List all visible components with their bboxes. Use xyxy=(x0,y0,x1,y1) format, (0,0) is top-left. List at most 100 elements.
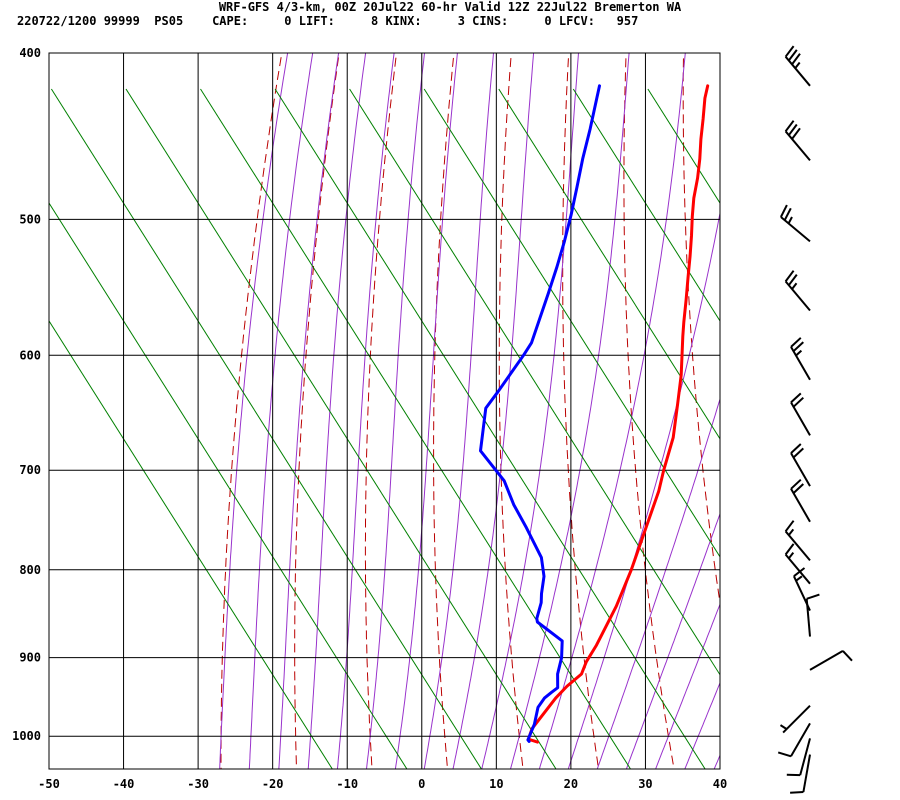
moist-adiabat xyxy=(596,397,720,769)
wind-barb xyxy=(780,204,811,243)
dewpoint-line xyxy=(479,84,601,743)
barb-shaft xyxy=(784,553,811,585)
moist-adiabat xyxy=(481,53,580,769)
moist-adiabat xyxy=(713,754,720,769)
x-tick-label: -40 xyxy=(113,777,135,791)
barb-half-feather xyxy=(787,216,793,224)
barb-shaft xyxy=(790,346,811,381)
moist-adiabat xyxy=(423,53,495,769)
dry-adiabat xyxy=(741,0,829,783)
barb-feather xyxy=(790,478,802,490)
barb-feather xyxy=(842,650,853,662)
barb-half-feather xyxy=(779,724,788,730)
mixing-ratio-line xyxy=(349,88,720,676)
barb-feather xyxy=(790,392,802,404)
wind-barb xyxy=(779,704,811,734)
dry-adiabat xyxy=(294,53,340,769)
moist-adiabat xyxy=(394,53,458,769)
mixing-ratio-line xyxy=(49,320,333,769)
x-tick-label: 40 xyxy=(713,777,727,791)
wind-barb xyxy=(784,120,811,162)
barb-feather xyxy=(784,543,795,556)
moist-adiabat xyxy=(625,512,720,769)
pressure-tick-label: 400 xyxy=(19,46,41,60)
pressure-tick-label: 1000 xyxy=(12,729,41,743)
barb-feather xyxy=(784,520,795,532)
moist-adiabat xyxy=(248,53,314,769)
dry-adiabat xyxy=(364,53,398,769)
grid-lines xyxy=(48,52,721,770)
wind-barb xyxy=(784,543,811,585)
profile-lines xyxy=(479,84,710,744)
moist-adiabat xyxy=(684,681,720,769)
barb-feather xyxy=(788,273,798,286)
barb-half-feather xyxy=(788,551,795,560)
wind-barb xyxy=(784,45,811,87)
dry-adiabat xyxy=(682,53,720,607)
wind-barb xyxy=(790,478,811,523)
barb-feather xyxy=(790,791,804,794)
moist-adiabat xyxy=(219,53,289,769)
barb-shaft xyxy=(802,754,811,793)
x-tick-label: 30 xyxy=(638,777,652,791)
barb-feather xyxy=(791,127,801,140)
barb-feather xyxy=(790,337,802,348)
moist-adiabat xyxy=(452,53,535,769)
barb-feather xyxy=(790,443,802,454)
pressure-tick-label: 900 xyxy=(19,651,41,665)
barb-shaft xyxy=(790,401,811,436)
x-tick-label: 10 xyxy=(489,777,503,791)
wind-barb xyxy=(786,738,811,777)
barb-feather xyxy=(784,270,795,282)
dry-adiabat xyxy=(852,0,900,783)
barb-shaft xyxy=(799,738,811,776)
wind-barb xyxy=(790,754,811,794)
wind-barb xyxy=(790,392,811,436)
barb-feather xyxy=(791,53,801,65)
wind-barb xyxy=(790,337,811,381)
moist-adiabat xyxy=(567,210,720,769)
barb-feather xyxy=(788,49,798,62)
stability-indices: 220722/1200 99999 PS05 CAPE: 0 LIFT: 8 K… xyxy=(17,14,639,28)
pressure-tick-label: 500 xyxy=(19,212,41,226)
pressure-tick-label: 600 xyxy=(19,348,41,362)
plot-frame xyxy=(48,52,721,770)
barb-feather xyxy=(787,123,798,136)
barb-feather xyxy=(784,120,795,132)
x-tick-label: -30 xyxy=(187,777,209,791)
moist-adiabat xyxy=(538,53,686,769)
barb-shaft xyxy=(790,452,811,487)
moist-adiabat xyxy=(365,53,426,769)
mixing-ratio-line xyxy=(49,202,408,769)
barb-half-feather xyxy=(788,528,795,536)
barb-feather xyxy=(777,751,792,758)
barb-feather xyxy=(792,396,804,408)
wind-barb xyxy=(805,593,820,637)
dry-adiabat xyxy=(562,53,600,769)
moist-adiabat xyxy=(336,53,395,769)
moist-adiabat xyxy=(509,53,630,769)
dry-adiabat xyxy=(797,0,900,783)
barb-shaft xyxy=(784,280,811,312)
barb-feather xyxy=(792,483,804,494)
moist-adiabat xyxy=(307,53,367,769)
barb-shaft xyxy=(780,216,811,243)
barb-feather xyxy=(806,593,820,600)
barb-shaft xyxy=(805,598,811,637)
wind-barbs xyxy=(777,45,853,794)
dry-adiabat xyxy=(498,53,524,769)
wind-barb xyxy=(784,520,811,562)
barb-half-feather xyxy=(791,282,798,290)
moist-adiabat xyxy=(278,53,340,769)
barb-shaft xyxy=(784,530,811,562)
dry-adiabat xyxy=(623,53,675,769)
wind-barb xyxy=(777,722,811,758)
barb-feather xyxy=(793,567,806,577)
chart-title: WRF-GFS 4/3-km, 00Z 20Jul22 60-hr Valid … xyxy=(218,0,682,14)
barb-feather xyxy=(792,447,804,459)
barb-shaft xyxy=(809,650,844,671)
x-tick-label: -50 xyxy=(38,777,60,791)
x-tick-label: 0 xyxy=(418,777,425,791)
barb-half-feather xyxy=(795,575,803,582)
